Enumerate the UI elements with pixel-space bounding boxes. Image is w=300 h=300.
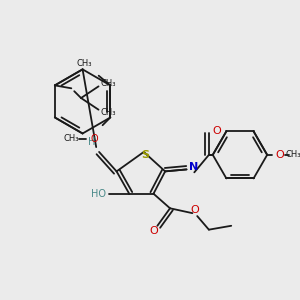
- Text: CH₃: CH₃: [100, 108, 116, 117]
- Text: H: H: [88, 137, 95, 147]
- Text: O: O: [190, 205, 199, 215]
- Text: O: O: [275, 150, 284, 160]
- Text: CH₃: CH₃: [76, 58, 92, 68]
- Text: HO: HO: [91, 189, 106, 199]
- Text: O: O: [212, 126, 221, 136]
- Text: CH₃: CH₃: [64, 134, 79, 143]
- Text: O: O: [90, 134, 98, 144]
- Text: CH₃: CH₃: [100, 79, 116, 88]
- Text: CH₃: CH₃: [286, 150, 300, 159]
- Text: S: S: [142, 150, 150, 160]
- Text: N: N: [189, 163, 198, 172]
- Text: O: O: [149, 226, 158, 236]
